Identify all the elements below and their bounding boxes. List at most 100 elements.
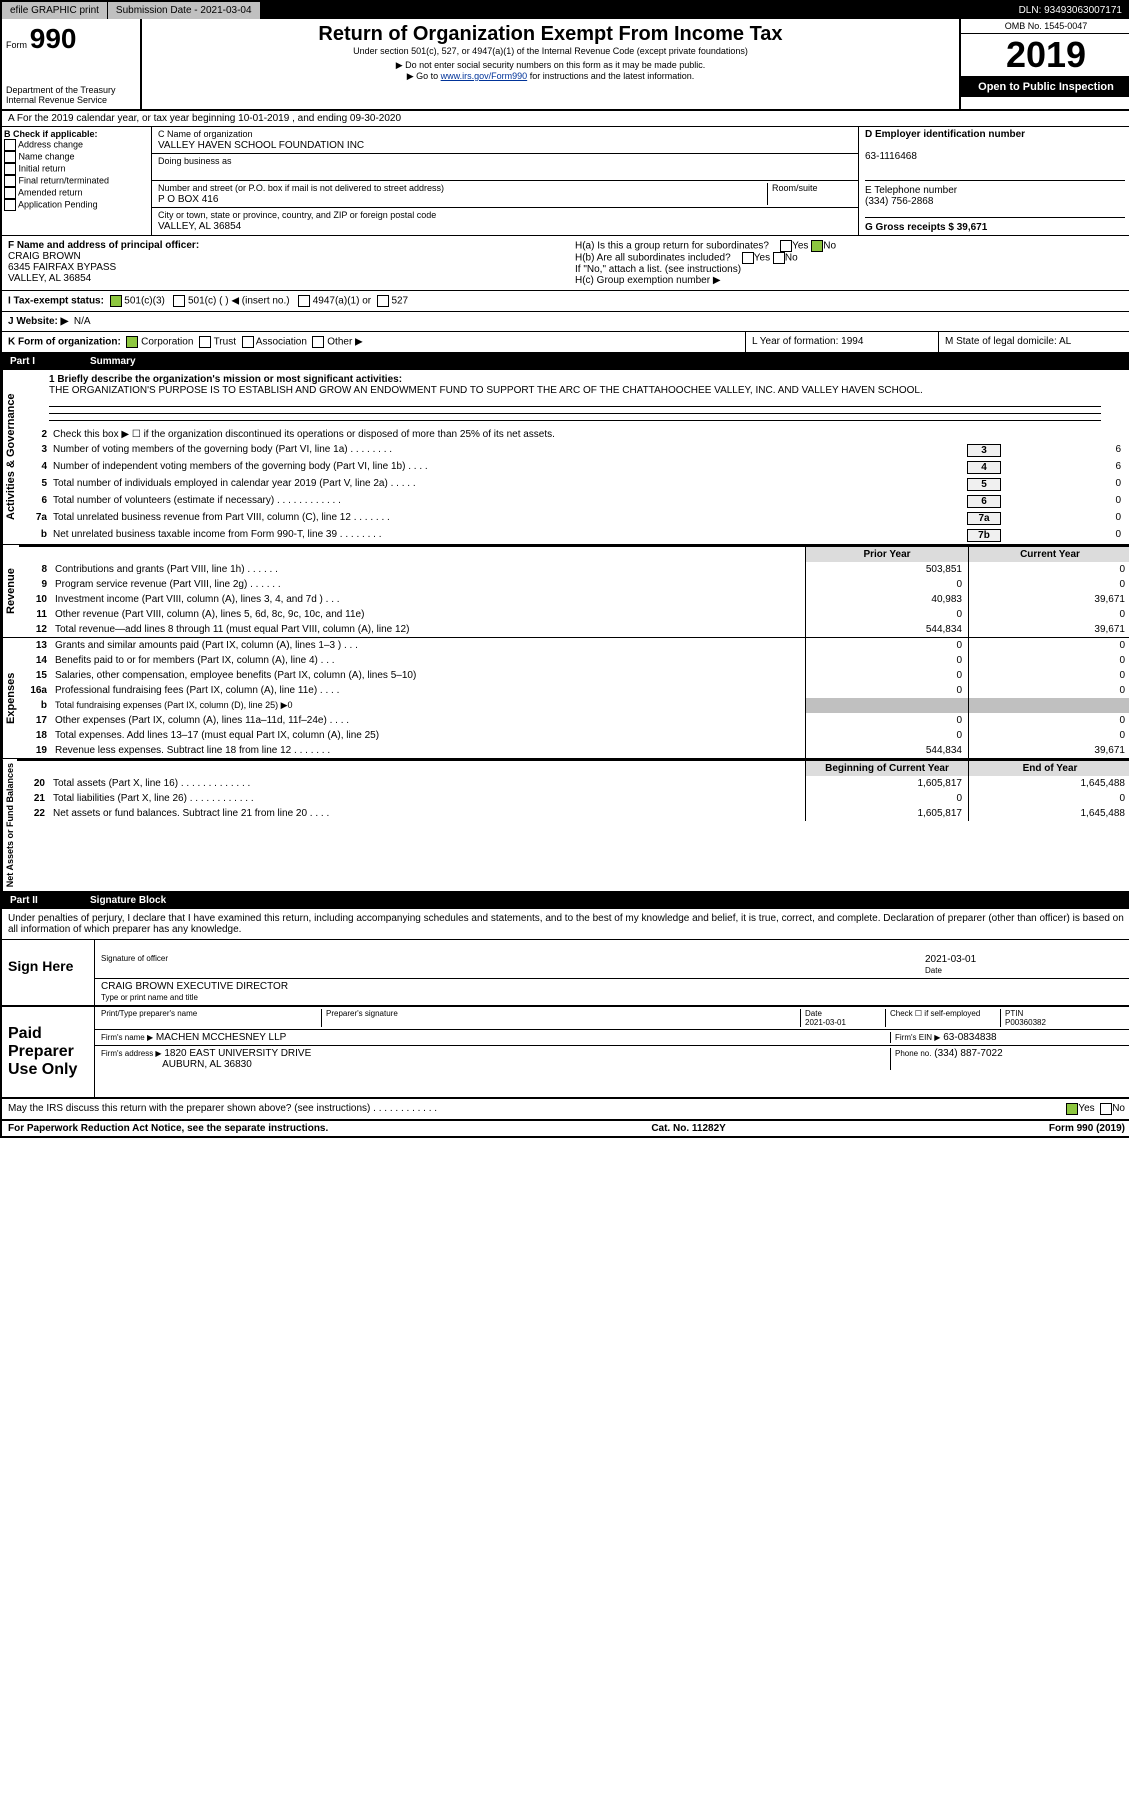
i-501c-checkbox[interactable] [173, 295, 185, 307]
e16b-n: b [19, 698, 51, 713]
l4-n: 4 [23, 461, 53, 474]
i-527-checkbox[interactable] [377, 295, 389, 307]
l3-b: 3 [967, 444, 1001, 457]
firm-ein: 63-0834838 [943, 1032, 996, 1043]
ha-no: No [823, 241, 836, 252]
part2-header: Part II Signature Block [2, 892, 1129, 909]
l5-n: 5 [23, 478, 53, 491]
hb-yes-checkbox[interactable] [742, 252, 754, 264]
firm-ein-label: Firm's EIN ▶ [895, 1033, 940, 1042]
tax-year: 2019 [961, 34, 1129, 77]
m-box: M State of legal domicile: AL [938, 332, 1129, 352]
hb-no: No [785, 253, 798, 264]
r9-n: 9 [19, 577, 51, 592]
e16b-d: Total fundraising expenses (Part IX, col… [51, 698, 805, 713]
r12-n: 12 [19, 622, 51, 637]
r12-c: 39,671 [968, 622, 1129, 637]
discuss-yes-checkbox[interactable] [1066, 1103, 1078, 1115]
b-pending: Application Pending [18, 199, 98, 209]
b-column: B Check if applicable: Address change Na… [2, 127, 151, 235]
k-trust-checkbox[interactable] [199, 336, 211, 348]
i-501c: 501(c) ( ) ◀ (insert no.) [188, 296, 290, 307]
efile-label[interactable]: efile GRAPHIC print [2, 2, 108, 19]
city: VALLEY, AL 36854 [158, 221, 241, 232]
r12-d: Total revenue—add lines 8 through 11 (mu… [51, 622, 805, 637]
hb-label: H(b) Are all subordinates included? [575, 253, 731, 264]
topbar-spacer [261, 2, 1011, 19]
ha-no-checkbox[interactable] [811, 240, 823, 252]
e13-c: 0 [968, 638, 1129, 653]
form990-link[interactable]: www.irs.gov/Form990 [441, 71, 528, 81]
dba-cell: Doing business as [152, 154, 858, 181]
k-other-checkbox[interactable] [312, 336, 324, 348]
r8-n: 8 [19, 562, 51, 577]
firm-phone: (334) 887-7022 [934, 1048, 1002, 1059]
k-assoc-checkbox[interactable] [242, 336, 254, 348]
b-addr: Address change [18, 139, 83, 149]
l7b-b: 7b [967, 529, 1001, 542]
c-name-cell: C Name of organization VALLEY HAVEN SCHO… [152, 127, 858, 154]
i-501c3-checkbox[interactable] [110, 295, 122, 307]
form-label: Form [6, 40, 27, 50]
officer-title: CRAIG BROWN EXECUTIVE DIRECTOR [101, 981, 288, 992]
firm-phone-label: Phone no. [895, 1049, 931, 1058]
note2-suffix: for instructions and the latest informat… [530, 71, 695, 81]
checkbox-initial[interactable] [4, 163, 16, 175]
dba-label: Doing business as [158, 156, 232, 166]
revenue-section: Revenue Prior YearCurrent Year 8Contribu… [2, 545, 1129, 638]
ha-yes-checkbox[interactable] [780, 240, 792, 252]
l6-n: 6 [23, 495, 53, 508]
f-label: F Name and address of principal officer: [8, 240, 199, 251]
hb-no-checkbox[interactable] [773, 252, 785, 264]
i-row: I Tax-exempt status: 501(c)(3) 501(c) ( … [2, 291, 1129, 312]
part1-num: Part I [10, 356, 90, 367]
c-column: C Name of organization VALLEY HAVEN SCHO… [151, 127, 858, 235]
part2-num: Part II [10, 895, 90, 906]
e13-n: 13 [19, 638, 51, 653]
firm-addr2: AUBURN, AL 36830 [162, 1059, 252, 1070]
firm-addr-label: Firm's address ▶ [101, 1049, 162, 1058]
i-501c3: 501(c)(3) [124, 296, 165, 307]
n21-d: Total liabilities (Part X, line 26) . . … [49, 791, 805, 806]
discuss-no-checkbox[interactable] [1100, 1103, 1112, 1115]
n21-c: 0 [968, 791, 1129, 806]
b-label: B Check if applicable: [4, 129, 98, 139]
addr-label: Number and street (or P.O. box if mail i… [158, 183, 444, 193]
e14-p: 0 [805, 653, 968, 668]
officer-title-label: Type or print name and title [101, 993, 198, 1002]
n20-c: 1,645,488 [968, 776, 1129, 791]
checkbox-name[interactable] [4, 151, 16, 163]
n22-c: 1,645,488 [968, 806, 1129, 821]
l6-d: Total number of volunteers (estimate if … [53, 495, 967, 508]
k-corp-checkbox[interactable] [126, 336, 138, 348]
header-mid: Return of Organization Exempt From Incom… [142, 19, 959, 109]
q1-label: 1 Briefly describe the organization's mi… [49, 374, 402, 385]
discuss-label: May the IRS discuss this return with the… [8, 1103, 1066, 1115]
checkbox-addr[interactable] [4, 139, 16, 151]
submission-date: Submission Date - 2021-03-04 [108, 2, 261, 19]
note1: ▶ Do not enter social security numbers o… [146, 60, 955, 71]
begin-hdr: Beginning of Current Year [805, 761, 968, 776]
sign-here-label: Sign Here [2, 940, 95, 1005]
h-box: H(a) Is this a group return for subordin… [569, 236, 1129, 290]
expenses-section: Expenses 13Grants and similar amounts pa… [2, 638, 1129, 759]
e17-p: 0 [805, 713, 968, 728]
e16a-n: 16a [19, 683, 51, 698]
paid-label: Paid Preparer Use Only [2, 1007, 95, 1097]
checkbox-amended[interactable] [4, 187, 16, 199]
dept: Department of the Treasury Internal Reve… [6, 85, 136, 105]
n20-p: 1,605,817 [805, 776, 968, 791]
addr-cell: Number and street (or P.O. box if mail i… [152, 181, 858, 208]
q2: Check this box ▶ ☐ if the organization d… [53, 429, 1127, 440]
e19-p: 544,834 [805, 743, 968, 758]
header-left: Form 990 Department of the Treasury Inte… [2, 19, 142, 109]
l3-n: 3 [23, 444, 53, 457]
e14-c: 0 [968, 653, 1129, 668]
sign-here-section: Sign Here Signature of officer 2021-03-0… [2, 940, 1129, 1007]
checkbox-pending[interactable] [4, 199, 16, 211]
firm-name: MACHEN MCCHESNEY LLP [156, 1032, 286, 1043]
part1-title: Summary [90, 356, 136, 367]
note2: ▶ Go to www.irs.gov/Form990 for instruct… [146, 71, 955, 82]
i-4947-checkbox[interactable] [298, 295, 310, 307]
checkbox-final[interactable] [4, 175, 16, 187]
